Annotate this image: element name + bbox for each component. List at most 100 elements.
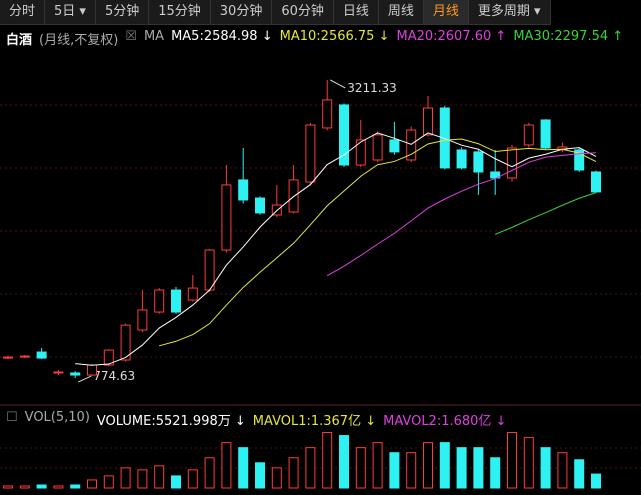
volume-bar	[288, 457, 299, 489]
volume-bar	[540, 447, 551, 489]
volume-bar	[372, 442, 383, 489]
candle-body	[221, 184, 232, 251]
candle-body	[389, 139, 400, 153]
legend-label: MAVOL1:1.367亿	[252, 414, 362, 429]
indicator: MA	[143, 29, 165, 44]
legend-label: MA5:2584.98	[171, 29, 258, 44]
tab[interactable]: 周线	[378, 0, 424, 24]
tab[interactable]: 5分钟	[95, 0, 150, 24]
candle-body	[36, 351, 47, 359]
candle-body	[19, 355, 30, 358]
candle-body	[3, 356, 13, 359]
low-label: 774.63	[93, 369, 135, 383]
legend-arrow: ↑	[612, 29, 624, 44]
candle-body	[439, 107, 450, 169]
volume-bar	[271, 467, 282, 489]
annotation-arrow	[329, 79, 346, 89]
tab[interactable]: 15分钟	[149, 0, 211, 24]
candle-body	[103, 349, 114, 366]
legend-item: MA10:2566.75 ↓	[280, 29, 390, 48]
legend-label: MA30:2297.54	[513, 29, 609, 44]
candle-body	[591, 171, 601, 193]
annotation-arrow	[77, 375, 92, 383]
tab[interactable]: 5日 ▾	[45, 0, 96, 24]
volume-bar	[204, 457, 215, 489]
candle-body	[204, 249, 215, 291]
candle-body	[238, 179, 249, 201]
volume-bar	[87, 479, 97, 489]
tab[interactable]: 日线	[333, 0, 379, 24]
candle-body	[255, 197, 265, 214]
volume-bar	[490, 457, 501, 489]
volume-bar	[439, 442, 450, 489]
volume-bar	[171, 475, 181, 489]
candle-body	[120, 324, 131, 361]
candle-body	[523, 124, 534, 146]
legend-item: MA30:2297.54 ↑	[513, 29, 623, 48]
volume-bar	[355, 447, 366, 489]
legend-item: MAVOL1:1.367亿 ↓	[253, 410, 376, 429]
legend-arrow: ↓	[261, 29, 273, 44]
candle-body	[372, 134, 383, 161]
toolbar: 分时 5日 ▾ 5分钟 15分钟 30分钟 60分钟 日线 周线 月线 更多周期 ▾	[0, 0, 551, 25]
symbol: 白酒	[6, 33, 33, 48]
candle-body	[171, 289, 181, 313]
candle-body	[540, 119, 551, 149]
volume-bar	[423, 442, 433, 489]
volume-bar	[3, 485, 13, 489]
volume-bar	[557, 452, 568, 489]
ma-line	[326, 152, 597, 277]
candle-body	[574, 149, 585, 171]
candle-body	[53, 371, 64, 374]
volume-bar	[187, 469, 198, 489]
tab[interactable]: 月线	[423, 0, 469, 24]
legend-item: MAVOL2:1.680亿 ↓	[383, 410, 506, 429]
volume-legend: ☐ VOL(5,10) VOLUME:5521.998万 ↓ MAVOL1:1.3…	[6, 410, 506, 429]
legend-label: MA20:2607.60	[396, 29, 492, 44]
volume-bar	[70, 484, 81, 489]
candle-body	[187, 287, 198, 301]
candle-body	[355, 139, 366, 166]
legend-item: MA20:2607.60 ↑	[396, 29, 506, 48]
candle-body	[507, 147, 517, 179]
candle-body	[137, 309, 148, 331]
price-legend: 白酒 (月线,不复权) ☒ MA MA5:2584.98 ↓ MA10:2566.…	[6, 29, 623, 48]
legend-item: MA5:2584.98 ↓	[171, 29, 273, 48]
legend-arrow: ↓	[234, 414, 246, 429]
grid	[0, 104, 641, 469]
volume-bar	[19, 485, 30, 489]
volume-bar	[322, 432, 333, 489]
candle-body	[490, 171, 501, 179]
legend-arrow: ↓	[495, 414, 507, 429]
volume-bar	[523, 437, 534, 489]
legend-label: VOLUME:5521.998万	[96, 414, 231, 429]
volume-bar	[53, 485, 64, 489]
legend-label: MAVOL2:1.680亿	[383, 414, 492, 429]
tab[interactable]: 分时	[0, 0, 46, 24]
high-label: 3211.33	[347, 81, 397, 95]
volume-bar	[103, 475, 114, 489]
candle-body	[339, 104, 349, 166]
volume-bar	[305, 447, 316, 489]
icon: ☒	[125, 29, 137, 44]
volume-bar	[154, 465, 165, 489]
candle-body	[305, 124, 316, 183]
volume-title: VOL(5,10)	[24, 410, 90, 425]
volume-bar	[137, 469, 148, 489]
candle-body	[406, 129, 417, 161]
candle-body	[70, 372, 81, 376]
tab[interactable]: 更多周期 ▾	[468, 0, 551, 24]
candle-body	[322, 99, 333, 129]
tab[interactable]: 30分钟	[210, 0, 273, 24]
volume-bar	[120, 467, 131, 489]
volume-bar	[339, 435, 349, 489]
volume-bar	[574, 459, 585, 489]
tab[interactable]: 60分钟	[272, 0, 334, 24]
legend-arrow: ↑	[495, 29, 507, 44]
candle-body	[87, 364, 97, 376]
volume-bar	[238, 447, 249, 489]
volume-bar	[507, 432, 517, 489]
volume-bar	[456, 447, 467, 489]
